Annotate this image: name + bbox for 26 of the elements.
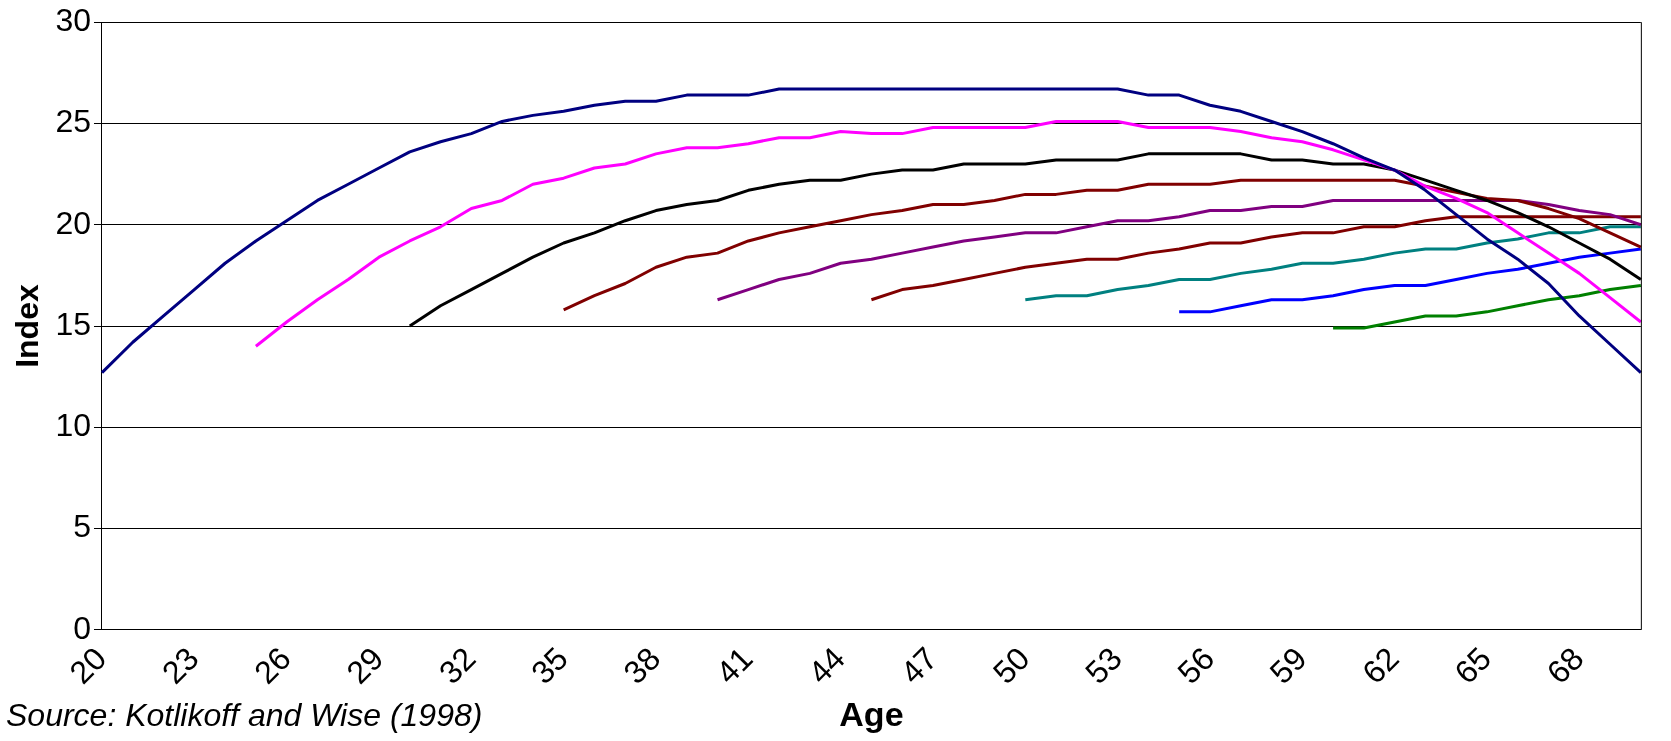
x-tick-label: 26 xyxy=(247,640,298,691)
x-tick-label: 53 xyxy=(1078,640,1129,691)
x-tick-label: 29 xyxy=(339,640,391,691)
x-tick-label: 32 xyxy=(431,640,483,691)
y-tick-label: 30 xyxy=(55,2,91,39)
y-axis-title: Index xyxy=(9,284,46,368)
source-note: Source: Kotlikoff and Wise (1998) xyxy=(6,696,483,733)
x-tick-label: 59 xyxy=(1262,640,1314,691)
x-tick-label: 41 xyxy=(708,640,760,691)
y-tick-label: 20 xyxy=(55,204,91,241)
y-tick-label: 5 xyxy=(73,508,91,545)
x-tick-label: 38 xyxy=(616,640,668,691)
y-tick-label: 25 xyxy=(55,103,91,140)
x-tick-label: 68 xyxy=(1539,640,1591,691)
y-tick-label: 0 xyxy=(73,609,91,646)
x-tick-label: 23 xyxy=(154,640,206,691)
x-tick-label: 44 xyxy=(801,640,852,691)
x-tick-label: 47 xyxy=(893,640,945,691)
x-tick-label: 56 xyxy=(1170,640,1222,691)
x-tick-label: 50 xyxy=(985,640,1037,691)
x-tick-label: 65 xyxy=(1447,640,1499,691)
y-tick-label: 15 xyxy=(55,305,91,342)
x-tick-label: 62 xyxy=(1355,640,1406,691)
y-tick-label: 10 xyxy=(55,407,91,444)
x-axis-title: Age xyxy=(839,694,904,733)
x-tick-label: 35 xyxy=(524,640,575,691)
